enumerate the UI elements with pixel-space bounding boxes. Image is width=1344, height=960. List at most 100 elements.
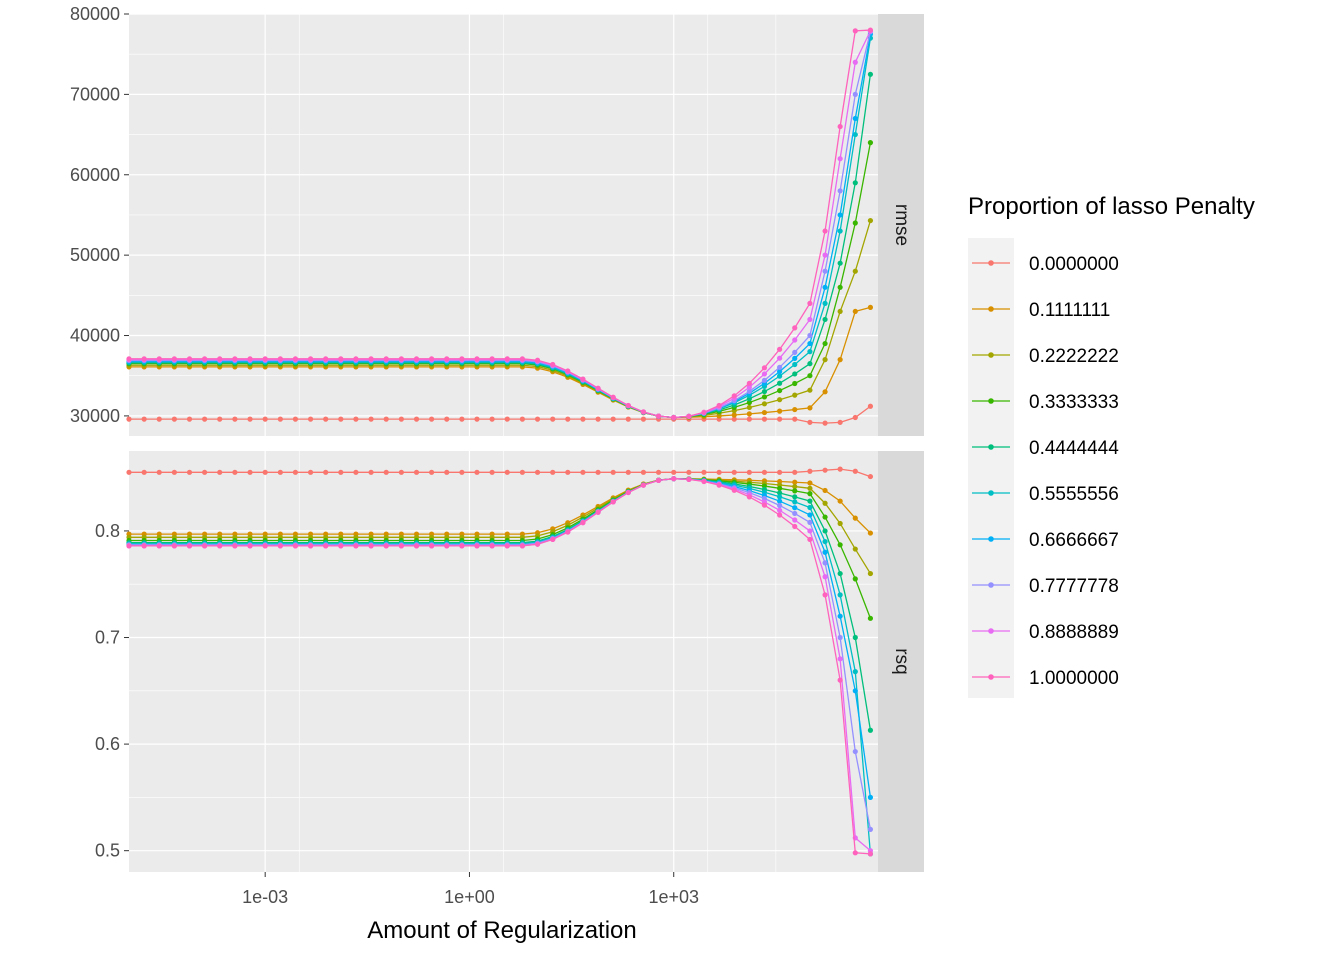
legend: Proportion of lasso Penalty 0.0000000 0.1… — [968, 193, 1255, 698]
data-point — [217, 543, 223, 549]
data-point — [232, 543, 238, 549]
data-point — [398, 416, 404, 422]
strip-label: rsq — [891, 648, 912, 674]
legend-key-point — [988, 536, 994, 542]
series-rmse-0 — [126, 403, 874, 426]
data-point — [761, 377, 768, 383]
data-point — [217, 356, 223, 362]
data-point — [217, 416, 223, 422]
data-point — [837, 188, 843, 194]
strip-background — [878, 451, 924, 872]
data-point — [792, 361, 798, 368]
data-point — [307, 356, 314, 362]
data-point — [186, 416, 193, 422]
data-point — [837, 156, 843, 162]
data-point — [171, 416, 177, 422]
data-point — [807, 528, 813, 534]
data-point — [822, 420, 828, 426]
legend-key-point — [988, 582, 994, 588]
data-point — [186, 543, 193, 549]
data-point — [792, 505, 798, 511]
legend-item: 0.5555556 — [972, 484, 1119, 505]
data-point — [444, 469, 450, 475]
data-point — [353, 543, 359, 549]
data-point — [580, 520, 586, 526]
data-point — [202, 356, 208, 362]
y-tick-label: 50000 — [70, 245, 120, 265]
data-point — [807, 480, 813, 486]
data-point — [731, 412, 737, 418]
data-point — [292, 356, 299, 362]
data-point — [504, 469, 510, 475]
data-point — [429, 543, 435, 549]
data-point — [807, 468, 813, 474]
data-point — [761, 365, 768, 371]
data-point — [398, 543, 404, 549]
data-point — [792, 510, 798, 517]
data-point — [852, 131, 858, 138]
data-point — [474, 543, 480, 549]
data-point — [671, 469, 677, 475]
data-point — [822, 538, 828, 545]
data-point — [867, 826, 874, 832]
data-point — [852, 115, 858, 122]
legend-label: 0.3333333 — [1029, 392, 1119, 413]
data-point — [186, 469, 193, 475]
data-point — [519, 356, 525, 362]
data-point — [792, 371, 798, 377]
data-point — [686, 469, 692, 475]
data-point — [822, 592, 828, 598]
data-point — [837, 466, 843, 472]
data-point — [837, 677, 843, 683]
data-point — [489, 356, 495, 362]
data-point — [640, 469, 647, 475]
data-point — [141, 543, 147, 549]
data-point — [368, 469, 374, 475]
data-point — [186, 356, 193, 362]
data-point — [777, 512, 783, 518]
panels-group: 30000 40000 50000 60000 70000 80000 rmse 0.5 0.6… — [70, 4, 924, 872]
data-point — [429, 356, 435, 362]
data-point — [731, 416, 737, 422]
data-point — [353, 356, 359, 362]
data-point — [625, 416, 631, 422]
data-point — [822, 500, 828, 506]
data-point — [792, 488, 798, 494]
data-point — [247, 469, 253, 475]
data-point — [338, 416, 344, 422]
data-point — [777, 502, 783, 509]
data-point — [807, 491, 813, 497]
data-point — [746, 469, 752, 475]
data-point — [459, 469, 465, 475]
data-point — [867, 473, 874, 480]
legend-key-point — [988, 352, 994, 358]
data-point — [746, 380, 752, 386]
y-tick-label: 0.8 — [95, 521, 120, 541]
data-point — [822, 528, 828, 534]
data-point — [807, 519, 813, 526]
data-point — [550, 469, 556, 475]
data-point — [852, 546, 858, 552]
data-point — [807, 485, 813, 491]
data-point — [444, 356, 450, 362]
data-point — [323, 469, 329, 475]
data-point — [761, 394, 768, 400]
data-point — [383, 469, 389, 475]
y-tick-label: 0.5 — [95, 841, 120, 861]
y-tick-label: 80000 — [70, 4, 120, 24]
data-point — [217, 469, 223, 475]
y-tick-label: 0.6 — [95, 734, 120, 754]
data-point — [489, 469, 495, 475]
legend-label: 0.5555556 — [1029, 484, 1119, 505]
data-point — [852, 28, 858, 34]
data-point — [867, 217, 874, 224]
data-point — [777, 507, 783, 513]
data-point — [429, 469, 435, 475]
data-point — [777, 485, 783, 491]
data-point — [156, 469, 162, 475]
data-point — [777, 490, 783, 496]
data-point — [247, 416, 253, 422]
data-point — [292, 543, 299, 549]
data-point — [625, 489, 631, 496]
data-point — [777, 373, 783, 379]
